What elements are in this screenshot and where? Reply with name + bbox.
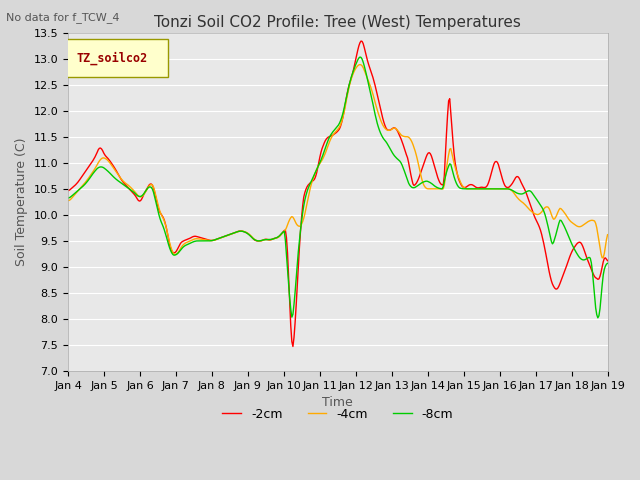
- -8cm: [387, 146, 394, 152]
- FancyBboxPatch shape: [65, 39, 168, 77]
- -8cm: [357, 55, 365, 60]
- -4cm: [357, 62, 365, 68]
- -2cm: [604, 258, 611, 264]
- Line: -2cm: -2cm: [68, 41, 607, 347]
- Legend: -2cm, -4cm, -8cm: -2cm, -4cm, -8cm: [218, 403, 458, 426]
- -8cm: [604, 261, 611, 266]
- -2cm: [358, 38, 366, 44]
- -4cm: [324, 144, 332, 150]
- -8cm: [508, 187, 515, 193]
- -2cm: [593, 276, 600, 281]
- -2cm: [289, 344, 297, 349]
- -4cm: [604, 232, 611, 238]
- -4cm: [321, 153, 328, 158]
- -2cm: [387, 126, 395, 132]
- Y-axis label: Soil Temperature (C): Soil Temperature (C): [15, 138, 28, 266]
- -4cm: [387, 127, 394, 133]
- Line: -8cm: -8cm: [68, 57, 607, 318]
- -2cm: [324, 134, 332, 140]
- -2cm: [357, 38, 365, 44]
- -4cm: [64, 198, 72, 204]
- -4cm: [508, 187, 515, 193]
- Line: -4cm: -4cm: [68, 65, 607, 258]
- Title: Tonzi Soil CO2 Profile: Tree (West) Temperatures: Tonzi Soil CO2 Profile: Tree (West) Temp…: [154, 15, 521, 30]
- -8cm: [321, 148, 328, 154]
- -4cm: [356, 62, 364, 68]
- -4cm: [592, 220, 600, 226]
- Text: TZ_soilco2: TZ_soilco2: [76, 51, 147, 65]
- X-axis label: Time: Time: [323, 396, 353, 409]
- -8cm: [64, 195, 72, 201]
- -8cm: [594, 315, 602, 321]
- -8cm: [592, 305, 600, 311]
- Text: No data for f_TCW_4: No data for f_TCW_4: [6, 12, 120, 23]
- -2cm: [509, 180, 516, 186]
- -8cm: [324, 139, 332, 145]
- -8cm: [356, 54, 364, 60]
- -2cm: [64, 188, 72, 193]
- -4cm: [598, 255, 606, 261]
- -2cm: [321, 138, 329, 144]
